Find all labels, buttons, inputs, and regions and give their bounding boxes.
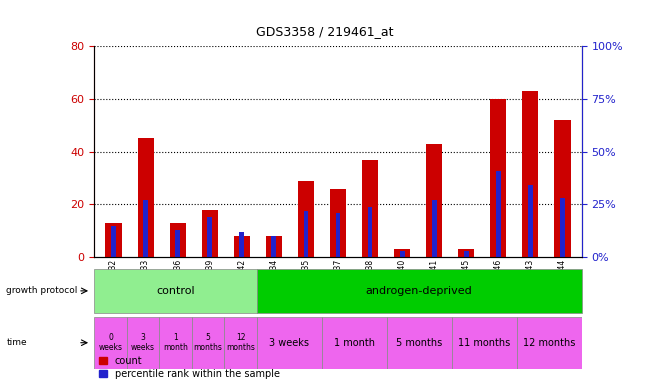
Legend: count, percentile rank within the sample: count, percentile rank within the sample: [99, 356, 280, 379]
Bar: [400, 251, 404, 257]
Bar: [176, 230, 180, 257]
Bar: [554, 120, 571, 257]
Text: 12 months: 12 months: [523, 338, 575, 348]
Bar: [362, 160, 378, 257]
Bar: [94, 269, 257, 313]
Bar: [496, 170, 500, 257]
Text: GDS3358 / 219461_at: GDS3358 / 219461_at: [256, 25, 394, 38]
Bar: [322, 317, 387, 369]
Bar: [523, 91, 538, 257]
Bar: [234, 236, 250, 257]
Bar: [111, 226, 116, 257]
Bar: [207, 217, 212, 257]
Bar: [560, 198, 565, 257]
Bar: [517, 317, 582, 369]
Bar: [143, 200, 148, 257]
Bar: [368, 207, 372, 257]
Bar: [159, 317, 192, 369]
Bar: [127, 317, 159, 369]
Bar: [94, 317, 127, 369]
Bar: [490, 99, 506, 257]
Text: 5 months: 5 months: [396, 338, 443, 348]
Bar: [272, 236, 276, 257]
Bar: [387, 317, 452, 369]
Text: 12
months: 12 months: [226, 333, 255, 352]
Bar: [192, 317, 224, 369]
Text: 11 months: 11 months: [458, 338, 510, 348]
Bar: [170, 223, 186, 257]
Bar: [330, 189, 346, 257]
Bar: [138, 139, 153, 257]
Text: time: time: [6, 338, 27, 347]
Text: control: control: [156, 286, 195, 296]
Bar: [202, 210, 218, 257]
Bar: [335, 213, 341, 257]
Text: growth protocol: growth protocol: [6, 286, 78, 295]
Bar: [458, 249, 474, 257]
Bar: [426, 144, 442, 257]
Bar: [266, 236, 282, 257]
Bar: [239, 232, 244, 257]
Text: 3
weeks: 3 weeks: [131, 333, 155, 352]
Bar: [298, 181, 314, 257]
Bar: [528, 185, 533, 257]
Text: 1 month: 1 month: [333, 338, 375, 348]
Bar: [257, 269, 582, 313]
Bar: [224, 317, 257, 369]
Bar: [464, 251, 469, 257]
Bar: [452, 317, 517, 369]
Text: 0
weeks: 0 weeks: [99, 333, 122, 352]
Bar: [105, 223, 122, 257]
Bar: [304, 211, 308, 257]
Bar: [432, 200, 437, 257]
Bar: [257, 317, 322, 369]
Text: 1
month: 1 month: [163, 333, 188, 352]
Text: 3 weeks: 3 weeks: [269, 338, 309, 348]
Bar: [394, 249, 410, 257]
Text: androgen-deprived: androgen-deprived: [366, 286, 473, 296]
Text: 5
months: 5 months: [194, 333, 222, 352]
